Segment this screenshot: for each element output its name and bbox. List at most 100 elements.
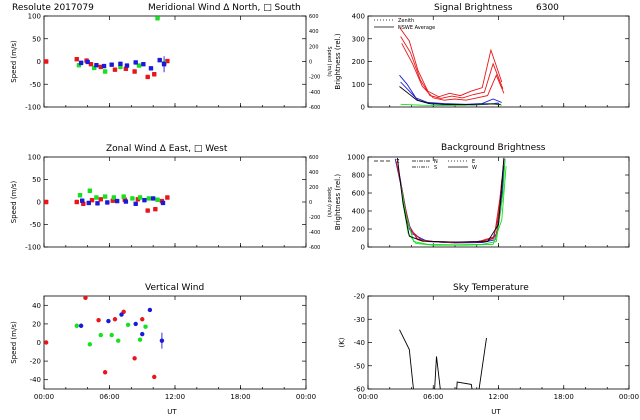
- meridional-ytick-right-label: 400: [309, 29, 319, 35]
- zonal-point-blue: [133, 201, 138, 206]
- vertical-point-red: [44, 340, 49, 345]
- background-title: Background Brightness: [441, 143, 546, 153]
- meridional-point-blue: [94, 62, 99, 68]
- sky-ylabel: (K): [338, 337, 346, 347]
- sky-xtick-label: 00:00: [358, 393, 378, 401]
- vertical-point-blue: [133, 321, 138, 327]
- background-ytick-label: 0: [361, 244, 365, 252]
- vertical-point-green: [137, 337, 143, 342]
- vertical-xtick-label: 00:00: [296, 393, 316, 401]
- vertical-point-green: [98, 332, 103, 338]
- zonal-title: Zonal Wind Δ East, □ West: [106, 144, 228, 154]
- signal-ytick-label: 400: [352, 13, 365, 21]
- vertical-point-red: [96, 317, 101, 323]
- vertical-point-red: [152, 374, 157, 380]
- background-ytick-label: 600: [352, 190, 365, 198]
- background-series-red-2: [397, 170, 503, 243]
- meridional-point-red: [74, 57, 79, 62]
- background-series-green-1: [400, 158, 506, 246]
- vertical-xtick-label: 12:00: [165, 393, 185, 401]
- meridional-point-red: [44, 59, 49, 64]
- zonal-ytick-right-label: 0: [309, 200, 312, 206]
- vertical-point-red: [112, 317, 118, 322]
- zonal-point-green: [77, 193, 83, 198]
- signal-series-red-2: [400, 36, 504, 99]
- signal-series-black-zenith: [399, 86, 501, 106]
- meridional-point-red: [152, 72, 157, 77]
- meridional-point-blue: [141, 62, 146, 67]
- vertical-point-green: [125, 322, 131, 328]
- background-series-green-2: [402, 165, 507, 246]
- meridional-ytick-right-label: 0: [309, 60, 312, 66]
- meridional-title: Meridional Wind Δ North, □ South: [148, 3, 301, 13]
- signal-ytick-label: 0: [361, 104, 365, 112]
- zonal-point-green: [94, 195, 99, 200]
- meridional-ytick-right-label: -200: [309, 75, 320, 81]
- zonal-point-green: [155, 197, 160, 202]
- vertical-point-blue: [78, 323, 84, 328]
- vertical-point-red: [102, 370, 108, 375]
- sky-ytick-label: -50: [354, 362, 365, 370]
- meridional-ytick-label: -100: [25, 104, 41, 112]
- sky-xtick-label: 12:00: [488, 393, 508, 401]
- meridional-point-green: [136, 63, 142, 68]
- vertical-title: Vertical Wind: [145, 283, 204, 293]
- zonal-ytick-right-label: -400: [309, 230, 320, 236]
- vertical-point-green: [74, 323, 79, 328]
- meridional-ytick-right-label: -600: [309, 105, 320, 111]
- signal-ytick-label: 200: [352, 58, 365, 66]
- vertical-point-red: [83, 296, 88, 301]
- meridional-point-green: [102, 69, 108, 74]
- meridional-ylabel-right: Speed (m/s): [326, 46, 332, 76]
- zonal-point-blue: [105, 200, 110, 205]
- meridional-point-blue: [124, 63, 130, 68]
- meridional-point-blue: [157, 57, 162, 63]
- zonal-ytick-right-label: 600: [309, 155, 319, 161]
- x-axis-label-left: UT: [167, 408, 177, 416]
- background-series-blue-3: [399, 165, 505, 244]
- background-ylabel: Brightness (rel.): [334, 174, 342, 230]
- meridional-point-red: [112, 67, 118, 72]
- meridional-point-blue: [109, 62, 114, 67]
- signal-ytick-label: 300: [352, 35, 365, 43]
- sky-frame: [367, 295, 630, 390]
- sky-ytick-label: -30: [354, 316, 365, 324]
- meridional-ytick-right-label: -400: [309, 90, 320, 96]
- zonal-point-red: [44, 199, 49, 205]
- zonal-point-blue: [86, 200, 91, 206]
- vertical-point-blue: [106, 318, 111, 324]
- vertical-point-blue: [147, 307, 153, 313]
- zonal-ytick-right-label: 400: [309, 170, 319, 176]
- zonal-point-red: [74, 199, 79, 205]
- signal-legend: Zenith NSWE Average: [374, 18, 435, 31]
- vertical-point-green: [116, 338, 121, 343]
- zonal-point-green: [111, 195, 117, 200]
- meridional-ylabel: Speed (m/s): [10, 40, 18, 83]
- vertical-ytick-label: 0: [37, 339, 41, 347]
- zonal-ylabel-right: Speed (m/s): [326, 187, 332, 217]
- vertical-point-red: [132, 356, 137, 361]
- meridional-ytick-label: 100: [28, 13, 41, 21]
- site-date-title: Resolute 2017079: [12, 3, 94, 13]
- vertical-point-blue: [119, 312, 124, 317]
- vertical-xtick-label: 00:00: [34, 393, 54, 401]
- meridional-ytick-right-label: 600: [309, 14, 319, 20]
- signal-wavelength: 6300: [536, 3, 559, 13]
- zonal-ytick-label: 100: [28, 154, 41, 162]
- background-legend-n: N: [434, 159, 438, 165]
- meridional-ytick-label: -50: [30, 81, 41, 89]
- meridional-ytick-label: 50: [32, 35, 41, 43]
- sky-ytick-label: -40: [354, 339, 365, 347]
- meridional-point-blue: [148, 66, 154, 71]
- sky-xtick-label: 06:00: [423, 393, 443, 401]
- sky-ytick-label: -60: [354, 386, 365, 394]
- zonal-point-blue: [142, 198, 147, 203]
- vertical-ytick-label: -20: [30, 358, 41, 366]
- vertical-ytick-label: -40: [30, 376, 41, 384]
- meridional-point-green: [155, 16, 160, 21]
- signal-series-blue-1: [399, 74, 502, 105]
- zonal-point-blue: [160, 200, 166, 206]
- sky-title: Sky Temperature: [453, 283, 529, 293]
- background-legend-e: E: [472, 159, 475, 165]
